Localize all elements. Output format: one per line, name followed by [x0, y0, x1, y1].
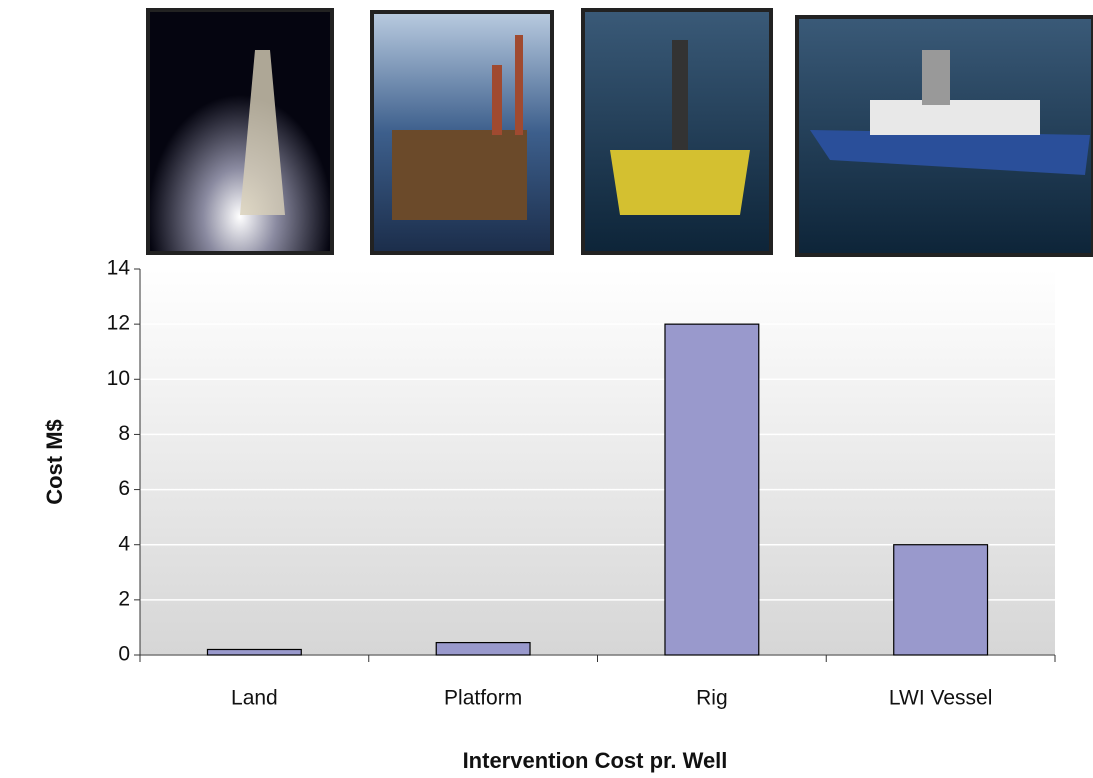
y-tick-label: 8: [118, 422, 130, 445]
y-tick-label: 10: [107, 367, 130, 390]
y-tick-label: 2: [118, 587, 130, 610]
bar: [664, 323, 760, 656]
y-tick-label: 4: [118, 532, 130, 555]
photo-semisub: [581, 8, 773, 255]
bar: [206, 648, 302, 656]
photo-vessel: [795, 15, 1093, 257]
x-axis-title: Intervention Cost pr. Well: [463, 748, 728, 773]
y-tick-label: 14: [107, 257, 131, 280]
bar: [435, 641, 531, 656]
x-tick-label: Land: [231, 687, 278, 710]
bar: [893, 544, 989, 656]
x-tick-label: Platform: [444, 687, 522, 710]
y-axis-title: Cost M$: [42, 419, 67, 505]
y-tick-label: 6: [118, 477, 130, 500]
photo-land-rig: [146, 8, 334, 255]
y-tick-label: 12: [107, 312, 130, 335]
x-tick-label: Rig: [696, 687, 728, 710]
x-tick-label: LWI Vessel: [889, 687, 992, 710]
photo-platform: [370, 10, 554, 255]
y-tick-label: 0: [118, 643, 130, 666]
